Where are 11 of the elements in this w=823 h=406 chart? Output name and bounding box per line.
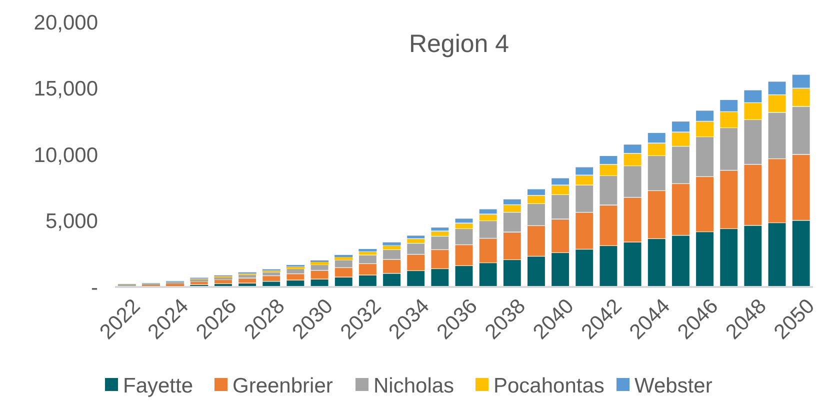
chart-title: Region 4: [408, 30, 510, 58]
y-tick-label: 10,000: [34, 144, 98, 167]
y-tick-label: 5,000: [45, 210, 98, 234]
legend-label: Webster: [634, 374, 712, 398]
legend-label: Nicholas: [374, 374, 454, 398]
y-tick-label: -: [91, 276, 98, 300]
y-tick-label: 20,000: [34, 11, 98, 34]
legend-label: Greenbrier: [232, 374, 333, 398]
legend-label: Fayette: [123, 374, 194, 398]
y-tick-label: 15,000: [34, 78, 98, 101]
legend-label: Pocahontas: [494, 374, 604, 398]
